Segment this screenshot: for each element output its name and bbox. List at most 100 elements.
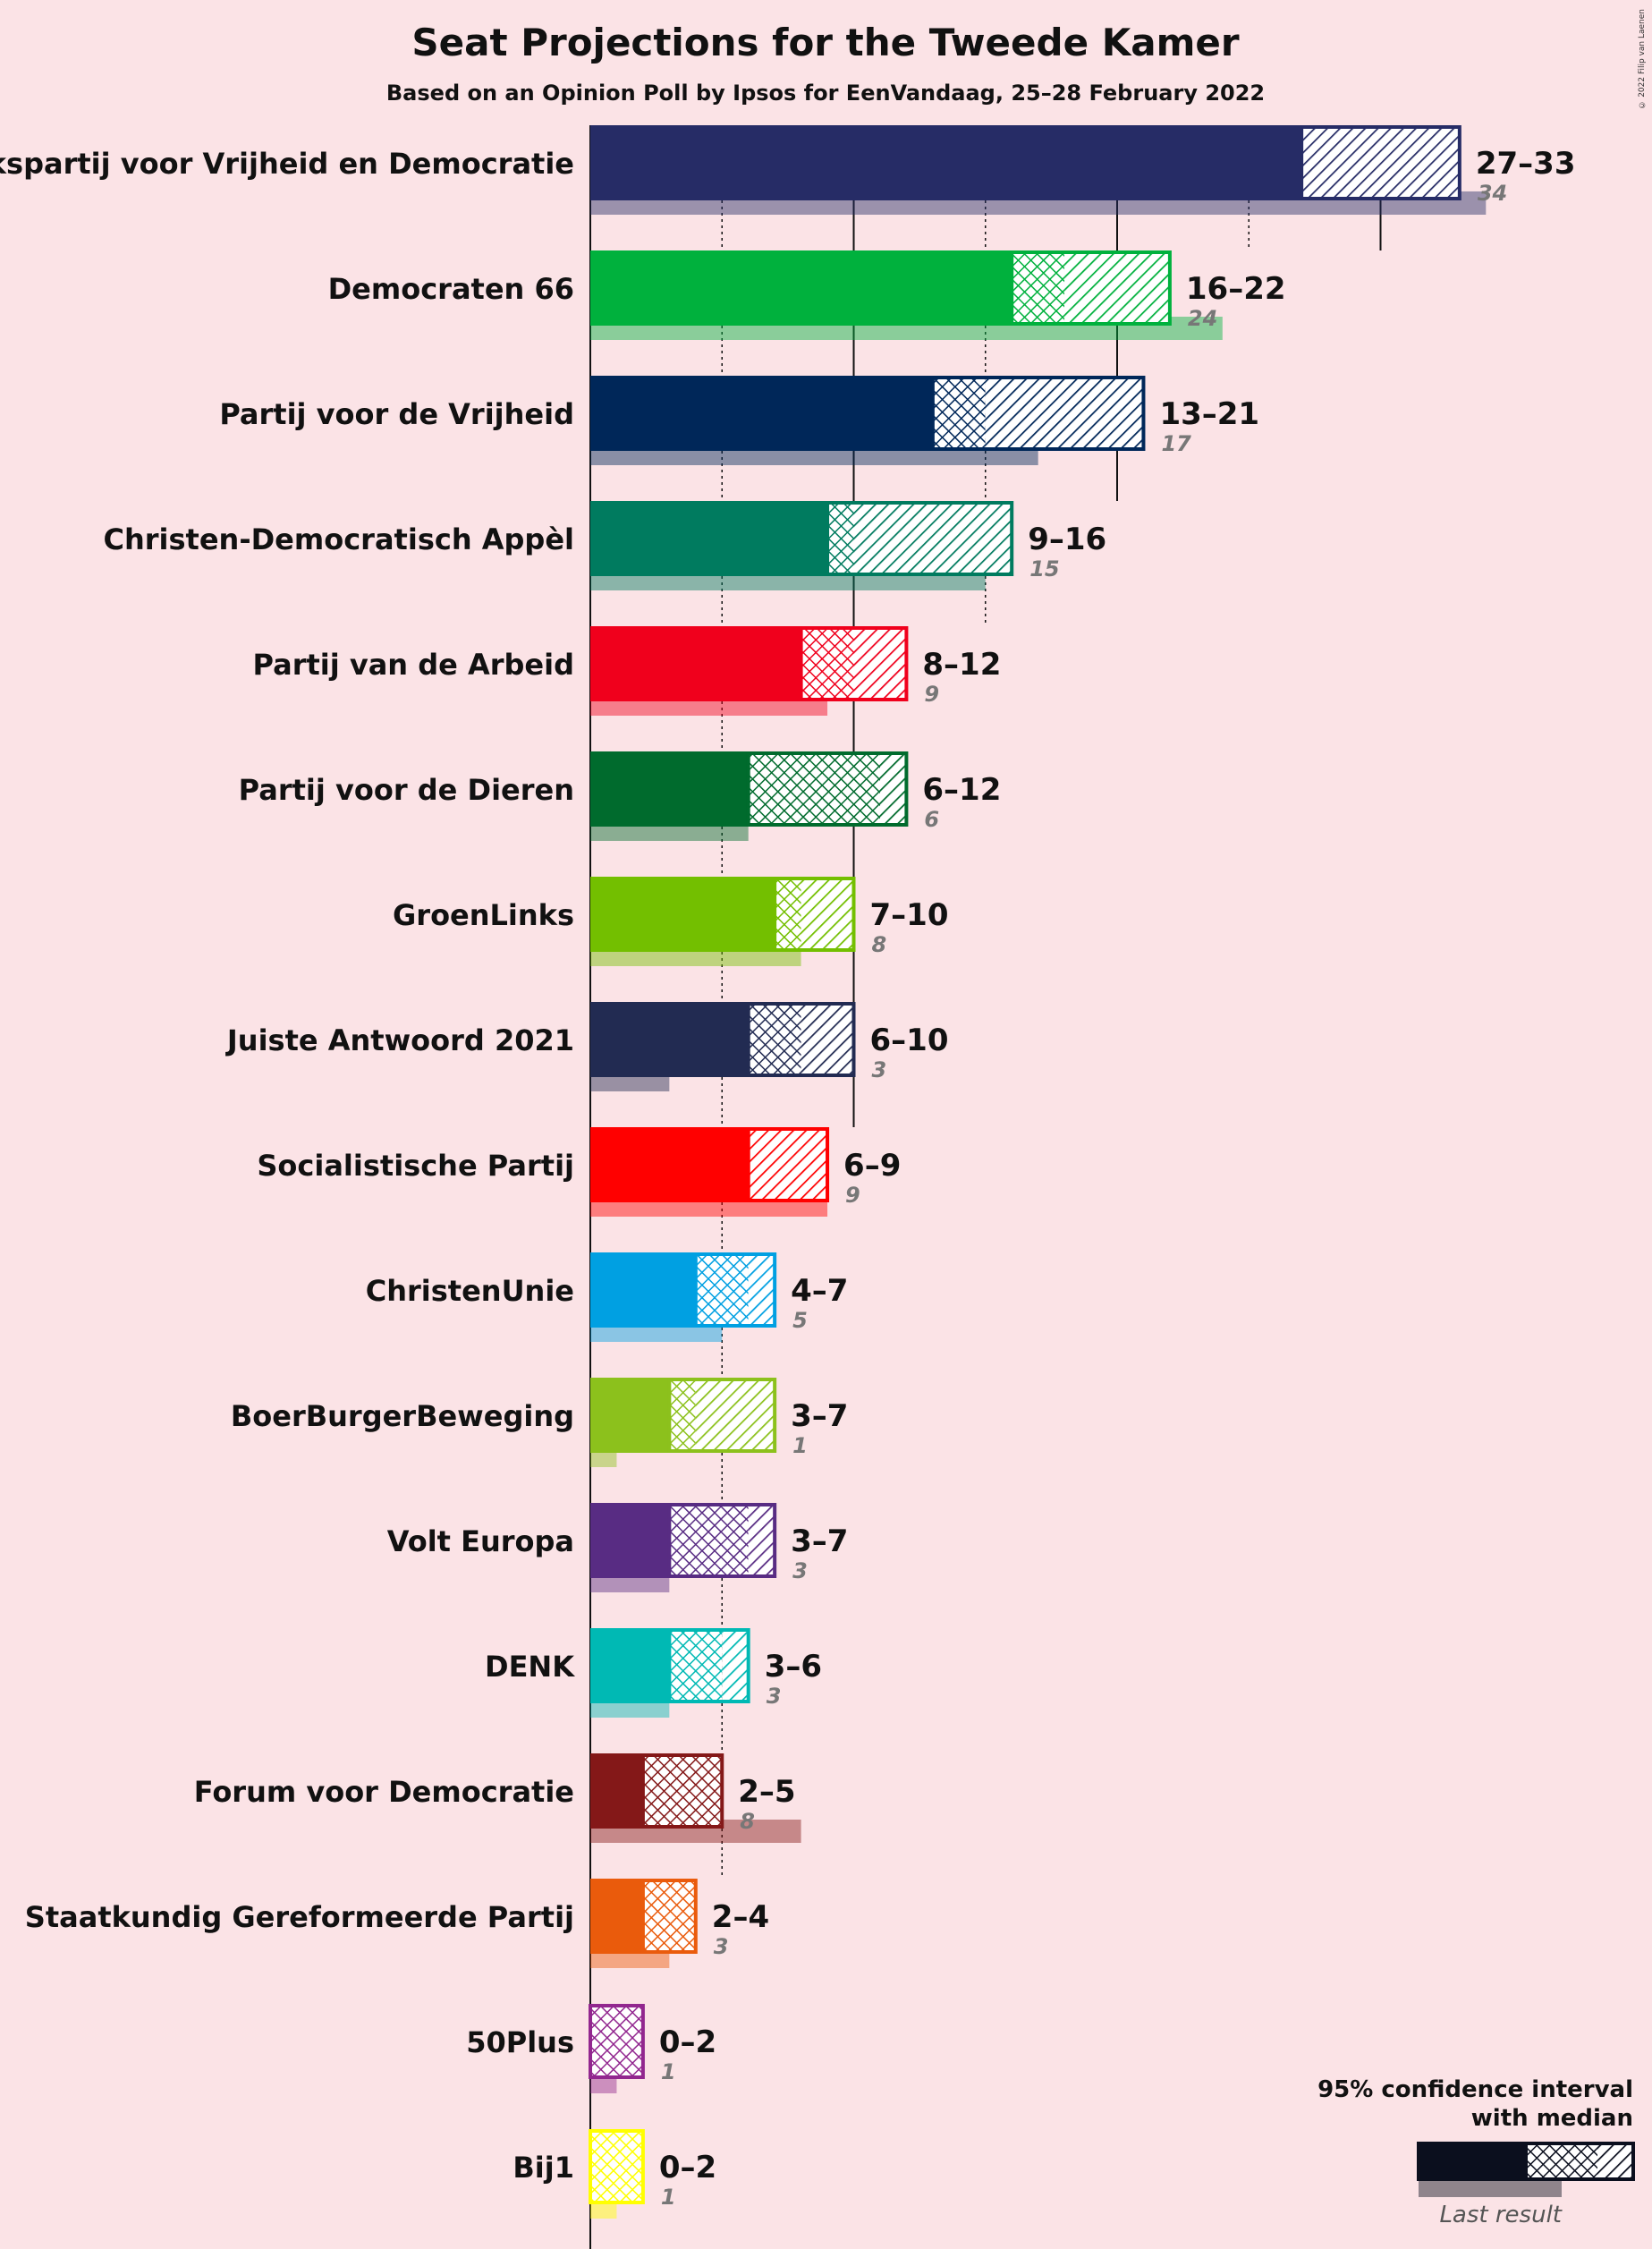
last-result-label: 3	[767, 1684, 782, 1709]
solid-bar	[590, 1378, 670, 1453]
legend-diag	[1597, 2142, 1633, 2181]
party-row: Bij1 0–21	[513, 2129, 716, 2219]
solid-bar	[590, 376, 933, 451]
median-hatch	[827, 501, 854, 576]
upper-hatch	[853, 626, 907, 701]
range-label: 7–10	[870, 897, 949, 933]
party-row: Juiste Antwoord 2021 6–103	[225, 1002, 949, 1091]
party-label: Volt Europa	[387, 1524, 574, 1558]
party-row: Forum voor Democratie 2–58	[194, 1753, 801, 1843]
legend-outline	[1524, 2142, 1635, 2181]
last-result-label: 34	[1478, 181, 1507, 206]
upper-hatch	[748, 1503, 775, 1578]
range-label: 2–4	[712, 1899, 769, 1935]
last-result-label: 3	[792, 1558, 808, 1583]
party-row: Volkspartij voor Vrijheid en Democratie 2…	[0, 125, 1575, 215]
party-label: BoerBurgerBeweging	[231, 1399, 574, 1433]
party-label: Partij voor de Vrijheid	[219, 397, 574, 431]
party-label: DENK	[485, 1650, 575, 1684]
interval-outline	[693, 1252, 777, 1328]
solid-bar	[590, 501, 828, 576]
last-result-label: 3	[714, 1934, 729, 1959]
range-label: 27–33	[1476, 146, 1576, 182]
party-label: Forum voor Democratie	[194, 1775, 574, 1809]
party-label: Socialistische Partij	[257, 1149, 574, 1183]
interval-outline	[799, 626, 909, 701]
party-label: Christen-Democratisch Appèl	[103, 522, 574, 556]
last-result-label: 5	[792, 1308, 808, 1333]
party-label: Democraten 66	[328, 272, 574, 306]
last-result-label: 8	[872, 932, 887, 957]
median-hatch	[748, 1002, 801, 1077]
party-row: Socialistische Partij 6–99	[257, 1127, 901, 1217]
chart-subtitle: Based on an Opinion Poll by Ipsos for Ee…	[386, 81, 1265, 106]
range-label: 3–7	[791, 1398, 848, 1434]
last-result-label: 3	[872, 1057, 887, 1082]
solid-bar	[590, 250, 1012, 326]
interval-outline	[746, 1127, 830, 1202]
legend-last-result: Last result	[1439, 2202, 1562, 2228]
range-label: 9–16	[1028, 522, 1106, 557]
legend: 95% confidence interval with median Last…	[1317, 2076, 1635, 2228]
range-label: 6–10	[870, 1023, 949, 1058]
party-row: GroenLinks 7–108	[393, 877, 948, 966]
party-row: DENK 3–63	[485, 1628, 822, 1718]
median-hatch	[590, 2004, 643, 2079]
interval-outline	[930, 376, 1146, 451]
chart-title: Seat Projections for the Tweede Kamer	[411, 21, 1239, 64]
solid-bar	[590, 125, 1302, 200]
range-label: 16–22	[1186, 271, 1286, 307]
range-label: 2–5	[738, 1774, 795, 1810]
solid-bar	[590, 1628, 670, 1703]
legend-swatch	[1417, 2142, 1635, 2197]
solid-bar	[590, 1002, 749, 1077]
legend-line2: with median	[1471, 2105, 1633, 2132]
party-row: Partij van de Arbeid 8–129	[253, 626, 1001, 716]
median-hatch	[1012, 250, 1065, 326]
upper-hatch	[1301, 125, 1460, 200]
interval-outline	[773, 877, 856, 952]
interval-outline	[667, 1628, 750, 1703]
last-result-label: 8	[740, 1809, 755, 1834]
solid-bar	[590, 1753, 643, 1829]
upper-hatch	[801, 1002, 854, 1077]
interval-outline	[1010, 250, 1172, 326]
range-label: 3–6	[765, 1649, 822, 1685]
median-hatch	[642, 1879, 696, 1954]
upper-hatch	[879, 751, 907, 827]
solid-bar	[590, 1127, 749, 1202]
party-row: Staatkundig Gereformeerde Partij 2–43	[25, 1879, 769, 1968]
interval-outline	[667, 1503, 777, 1578]
party-label: Staatkundig Gereformeerde Partij	[25, 1900, 574, 1934]
median-hatch	[748, 751, 880, 827]
party-row: Partij voor de Dieren 6–126	[239, 751, 1001, 841]
upper-hatch	[1064, 250, 1170, 326]
median-hatch	[669, 1503, 749, 1578]
interval-outline	[640, 1879, 698, 1954]
range-label: 8–12	[922, 647, 1001, 683]
solid-bar	[590, 1879, 643, 1954]
last-result-label: 24	[1188, 306, 1217, 331]
last-result-label: 1	[661, 2185, 676, 2210]
copyright-note: © 2022 Filip van Laenen	[1638, 9, 1647, 109]
party-label: GroenLinks	[393, 898, 574, 932]
median-hatch	[695, 1252, 749, 1328]
legend-cross	[1526, 2142, 1597, 2181]
party-label: Partij voor de Dieren	[239, 773, 574, 807]
interval-outline	[589, 2004, 645, 2079]
median-hatch	[775, 877, 801, 952]
bars-layer: Volkspartij voor Vrijheid en Democratie 2…	[0, 125, 1575, 2219]
party-label: Partij van de Arbeid	[253, 648, 575, 682]
party-label: ChristenUnie	[366, 1274, 574, 1308]
range-label: 0–2	[659, 2150, 716, 2185]
median-hatch	[669, 1378, 696, 1453]
solid-bar	[590, 1252, 696, 1328]
last-result-label: 1	[661, 2059, 676, 2084]
upper-hatch	[985, 376, 1144, 451]
solid-bar	[590, 751, 749, 827]
range-label: 3–7	[791, 1523, 848, 1559]
party-row: 50Plus 0–21	[466, 2004, 716, 2093]
